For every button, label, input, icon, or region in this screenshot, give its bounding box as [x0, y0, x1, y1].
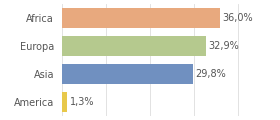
Text: 29,8%: 29,8%: [195, 69, 226, 79]
Text: 36,0%: 36,0%: [222, 13, 253, 23]
Text: 1,3%: 1,3%: [69, 97, 94, 107]
Bar: [62, 36, 206, 56]
Text: 32,9%: 32,9%: [209, 41, 239, 51]
Bar: [62, 8, 220, 28]
Bar: [62, 64, 193, 84]
Bar: [62, 92, 67, 112]
